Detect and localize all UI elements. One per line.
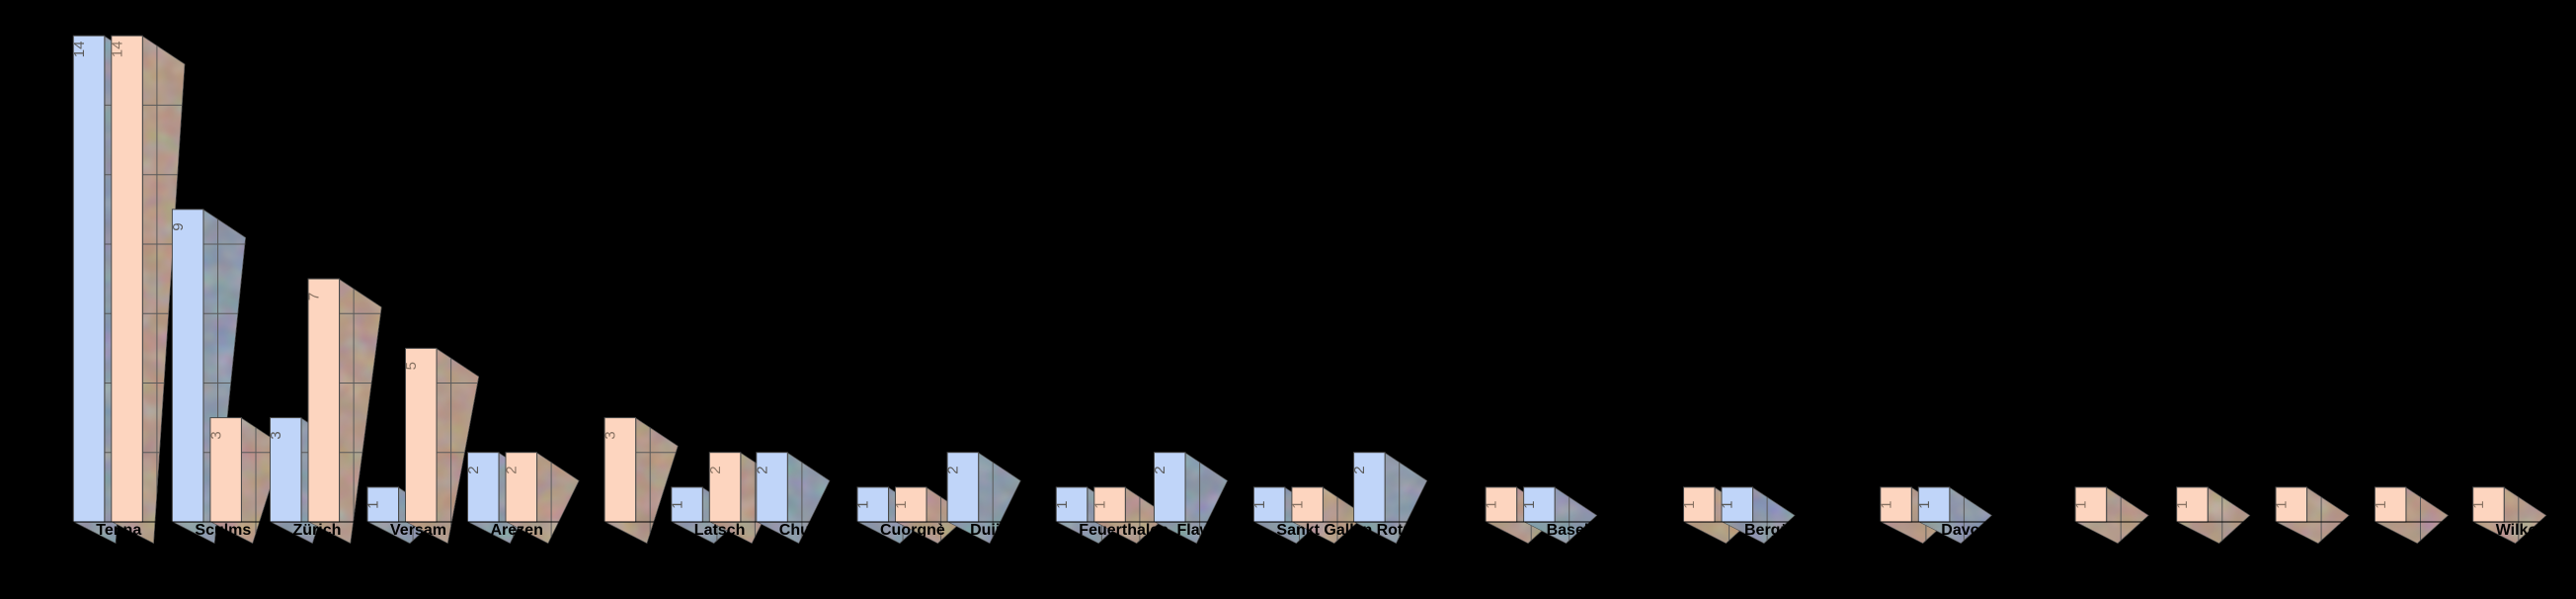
svg-text:2: 2 [945, 466, 962, 473]
svg-text:Chur: Chur [779, 522, 816, 539]
svg-text:14: 14 [109, 42, 125, 58]
svg-text:Versam: Versam [390, 522, 446, 539]
svg-text:7: 7 [306, 293, 323, 300]
svg-text:1: 1 [2274, 501, 2291, 509]
svg-text:14: 14 [71, 42, 88, 58]
svg-text:1: 1 [1681, 501, 1698, 509]
svg-text:Arezen: Arezen [491, 522, 543, 539]
svg-text:1: 1 [1289, 501, 1306, 509]
svg-text:2: 2 [465, 466, 482, 473]
svg-text:Davos: Davos [1941, 522, 1988, 539]
svg-text:1: 1 [1054, 501, 1071, 509]
svg-text:Feuerthalen: Feuerthalen [1079, 522, 1168, 539]
svg-text:Tenna: Tenna [96, 522, 141, 539]
svg-text:1: 1 [855, 501, 872, 509]
svg-text:1: 1 [1251, 501, 1268, 509]
svg-text:Sankt Gallen: Sankt Gallen [1276, 522, 1372, 539]
svg-text:3: 3 [268, 431, 284, 439]
svg-text:2: 2 [1351, 466, 1368, 473]
svg-text:2: 2 [754, 466, 770, 473]
svg-text:1: 1 [1484, 501, 1500, 509]
svg-text:1: 1 [2373, 501, 2389, 509]
svg-text:1: 1 [893, 501, 910, 509]
svg-text:3: 3 [603, 431, 619, 439]
svg-text:Duijen: Duijen [970, 522, 1018, 539]
svg-text:Rotmonten: Rotmonten [1377, 522, 1460, 539]
svg-text:Sculms: Sculms [195, 522, 251, 539]
svg-text:1: 1 [2174, 501, 2191, 509]
svg-text:3: 3 [207, 431, 224, 439]
svg-text:2: 2 [707, 466, 724, 473]
svg-text:1: 1 [365, 501, 382, 509]
svg-text:Latsch: Latsch [694, 522, 746, 539]
svg-text:1: 1 [2073, 501, 2090, 509]
svg-text:2: 2 [504, 466, 521, 473]
svg-text:Wilkon: Wilkon [2496, 522, 2547, 539]
svg-text:1: 1 [1878, 501, 1894, 509]
svg-text:1: 1 [669, 501, 685, 509]
svg-text:1: 1 [1091, 501, 1108, 509]
svg-text:Basel: Basel [1547, 522, 1589, 539]
svg-text:Flawil: Flawil [1177, 522, 1221, 539]
svg-text:Zürich: Zürich [293, 522, 342, 539]
svg-text:9: 9 [170, 222, 187, 230]
svg-text:1: 1 [2470, 501, 2487, 509]
svg-text:1: 1 [1720, 501, 1736, 509]
svg-text:1: 1 [1916, 501, 1933, 509]
svg-text:Bergün: Bergün [1744, 522, 1800, 539]
svg-text:Cuorgnè: Cuorgnè [880, 522, 945, 539]
svg-text:5: 5 [403, 362, 420, 370]
svg-text:2: 2 [1152, 466, 1168, 473]
svg-text:1: 1 [1521, 501, 1538, 509]
